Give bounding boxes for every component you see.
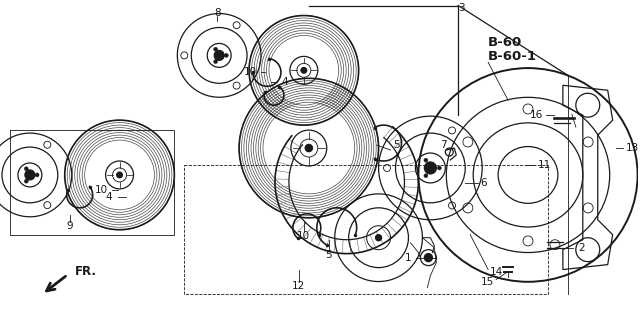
Text: 9: 9 (67, 221, 73, 231)
Text: 7: 7 (440, 140, 446, 150)
Circle shape (424, 254, 433, 262)
Text: 15: 15 (481, 277, 494, 286)
Text: B-60: B-60 (488, 36, 522, 49)
Text: 5: 5 (326, 250, 332, 260)
Text: 8: 8 (214, 8, 221, 18)
Circle shape (24, 179, 28, 183)
Circle shape (35, 173, 39, 177)
Circle shape (424, 162, 436, 174)
Text: 4: 4 (281, 77, 287, 87)
Text: 1: 1 (405, 253, 412, 263)
Circle shape (424, 158, 428, 162)
Circle shape (376, 235, 381, 241)
Circle shape (214, 60, 218, 63)
Text: 11: 11 (538, 160, 551, 170)
Bar (184, 165, 548, 294)
Text: 6: 6 (480, 178, 487, 188)
Text: 10: 10 (298, 231, 310, 241)
Text: 14: 14 (490, 267, 504, 277)
Text: 10: 10 (244, 67, 257, 77)
Text: B-60-1: B-60-1 (488, 50, 537, 63)
Circle shape (214, 47, 218, 51)
Text: 16: 16 (530, 110, 543, 120)
Text: 13: 13 (626, 143, 639, 153)
Circle shape (424, 174, 428, 178)
Text: 3: 3 (458, 3, 465, 12)
Circle shape (116, 172, 122, 178)
Text: 2: 2 (578, 243, 584, 253)
Circle shape (214, 50, 224, 60)
Circle shape (301, 68, 307, 73)
Circle shape (25, 170, 35, 180)
Circle shape (437, 166, 442, 170)
Text: 10: 10 (95, 185, 108, 195)
Text: FR.: FR. (75, 265, 97, 278)
Circle shape (305, 145, 312, 152)
Text: 5: 5 (394, 140, 400, 150)
Circle shape (24, 167, 28, 171)
Circle shape (225, 53, 228, 57)
Text: 12: 12 (292, 280, 305, 291)
Text: 4: 4 (105, 192, 111, 202)
